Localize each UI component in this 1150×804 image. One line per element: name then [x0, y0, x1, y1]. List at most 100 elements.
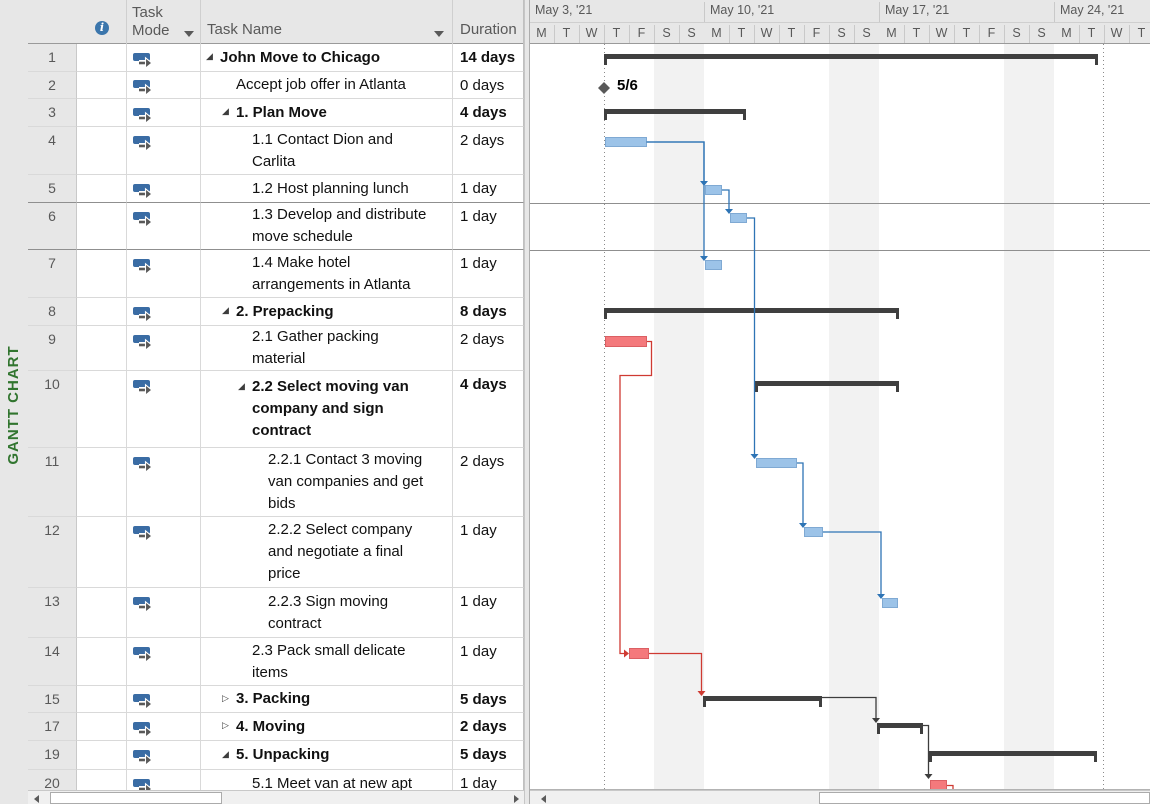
row-number[interactable]: 11 — [28, 448, 77, 517]
table-scroll-right-button[interactable] — [508, 792, 524, 804]
task-mode-cell[interactable] — [127, 770, 201, 790]
task-mode-cell[interactable] — [127, 713, 201, 741]
task-mode-cell[interactable] — [127, 99, 201, 127]
summary-bar[interactable] — [604, 308, 899, 313]
duration-cell[interactable]: 1 day — [453, 517, 524, 588]
task-mode-cell[interactable] — [127, 44, 201, 72]
task-mode-cell[interactable] — [127, 250, 201, 298]
task-mode-cell[interactable] — [127, 326, 201, 371]
duration-cell[interactable]: 1 day — [453, 588, 524, 638]
indicator-cell[interactable] — [77, 298, 127, 326]
duration-cell[interactable]: 5 days — [453, 686, 524, 713]
indicator-column-header[interactable]: i — [77, 0, 127, 44]
duration-cell[interactable]: 4 days — [453, 99, 524, 127]
task-name-column-header[interactable]: Task Name — [201, 0, 453, 44]
task-name-cell[interactable]: 1.2 Host planning lunch — [201, 175, 453, 203]
table-chart-splitter[interactable] — [524, 0, 530, 804]
row-number[interactable]: 5 — [28, 175, 77, 203]
row-number[interactable]: 8 — [28, 298, 77, 326]
collapse-outline-icon[interactable]: ◢ — [238, 381, 245, 392]
task-bar[interactable] — [705, 185, 722, 195]
task-name-cell[interactable]: 2.2.3 Sign moving contract — [201, 588, 453, 638]
row-number[interactable]: 10 — [28, 371, 77, 448]
task-name-cell[interactable]: 5.1 Meet van at new apt — [201, 770, 453, 790]
collapse-outline-icon[interactable]: ◢ — [222, 107, 229, 117]
duration-column-header[interactable]: Duration — [453, 0, 524, 44]
task-name-cell[interactable]: 2.2.2 Select company and negotiate a fin… — [201, 517, 453, 588]
duration-cell[interactable]: 2 days — [453, 713, 524, 741]
duration-cell[interactable]: 8 days — [453, 298, 524, 326]
expand-outline-icon[interactable]: ▷ — [222, 693, 229, 704]
summary-bar[interactable] — [604, 54, 1098, 59]
indicator-cell[interactable] — [77, 371, 127, 448]
indicator-cell[interactable] — [77, 250, 127, 298]
task-bar[interactable] — [930, 780, 947, 789]
indicator-cell[interactable] — [77, 326, 127, 371]
task-bar[interactable] — [882, 598, 898, 608]
task-mode-cell[interactable] — [127, 298, 201, 326]
duration-cell[interactable]: 1 day — [453, 250, 524, 298]
collapse-outline-icon[interactable]: ◢ — [222, 749, 229, 760]
task-name-cell[interactable]: 2.3 Pack small delicate items — [201, 638, 453, 686]
row-number[interactable]: 13 — [28, 588, 77, 638]
task-bar[interactable] — [756, 458, 797, 468]
task-name-cell[interactable]: ◢ 2. Prepacking — [201, 298, 453, 326]
task-name-cell[interactable]: Accept job offer in Atlanta — [201, 72, 453, 99]
indicator-cell[interactable] — [77, 741, 127, 770]
table-scrollbar-thumb[interactable] — [50, 792, 222, 804]
indicator-cell[interactable] — [77, 713, 127, 741]
task-bar[interactable] — [730, 213, 747, 223]
task-name-cell[interactable]: ◢ 1. Plan Move — [201, 99, 453, 127]
indicator-cell[interactable] — [77, 448, 127, 517]
row-number[interactable]: 4 — [28, 127, 77, 175]
duration-cell[interactable]: 5 days — [453, 741, 524, 770]
table-scroll-left-button[interactable] — [30, 792, 46, 804]
indicator-cell[interactable] — [77, 588, 127, 638]
summary-bar[interactable] — [877, 723, 923, 728]
summary-bar[interactable] — [755, 381, 899, 386]
row-number[interactable]: 9 — [28, 326, 77, 371]
task-name-cell[interactable]: ◢ 5. Unpacking — [201, 741, 453, 770]
expand-outline-icon[interactable]: ▷ — [222, 721, 229, 731]
collapse-outline-icon[interactable]: ◢ — [206, 52, 213, 62]
indicator-cell[interactable] — [77, 175, 127, 203]
duration-cell[interactable]: 1 day — [453, 203, 524, 250]
duration-cell[interactable]: 2 days — [453, 448, 524, 517]
summary-bar[interactable] — [703, 696, 822, 701]
timescale-bottom-tier[interactable]: MTWTFSSMTWTFSSMTWTFSSMTWTFSS — [529, 22, 1150, 44]
task-name-cell[interactable]: 2.1 Gather packing material — [201, 326, 453, 371]
duration-cell[interactable]: 0 days — [453, 72, 524, 99]
row-number[interactable]: 19 — [28, 741, 77, 770]
task-mode-cell[interactable] — [127, 588, 201, 638]
task-bar[interactable] — [605, 336, 647, 347]
task-mode-cell[interactable] — [127, 371, 201, 448]
milestone-diamond[interactable] — [598, 82, 610, 94]
row-number[interactable]: 7 — [28, 250, 77, 298]
chart-scroll-left-button[interactable] — [537, 792, 553, 804]
chart-scrollbar-thumb[interactable] — [819, 792, 1150, 804]
indicator-cell[interactable] — [77, 72, 127, 99]
task-mode-filter-chevron-icon[interactable] — [184, 31, 194, 37]
indicator-cell[interactable] — [77, 770, 127, 790]
task-mode-cell[interactable] — [127, 741, 201, 770]
task-mode-cell[interactable] — [127, 72, 201, 99]
indicator-cell[interactable] — [77, 686, 127, 713]
row-number[interactable]: 17 — [28, 713, 77, 741]
row-number[interactable]: 15 — [28, 686, 77, 713]
summary-bar[interactable] — [604, 109, 746, 114]
task-mode-cell[interactable] — [127, 203, 201, 250]
task-mode-cell[interactable] — [127, 638, 201, 686]
task-mode-cell[interactable] — [127, 175, 201, 203]
duration-cell[interactable]: 1 day — [453, 638, 524, 686]
task-name-cell[interactable]: ◢ 2.2 Select moving van company and sign … — [201, 371, 453, 448]
task-mode-cell[interactable] — [127, 686, 201, 713]
duration-cell[interactable]: 1 day — [453, 770, 524, 790]
row-number[interactable]: 12 — [28, 517, 77, 588]
task-name-cell[interactable]: 2.2.1 Contact 3 moving van companies and… — [201, 448, 453, 517]
duration-cell[interactable]: 2 days — [453, 127, 524, 175]
task-name-filter-chevron-icon[interactable] — [434, 31, 444, 37]
indicator-cell[interactable] — [77, 127, 127, 175]
task-bar[interactable] — [629, 648, 649, 659]
select-all-corner[interactable] — [28, 0, 77, 44]
task-bar[interactable] — [804, 527, 823, 537]
